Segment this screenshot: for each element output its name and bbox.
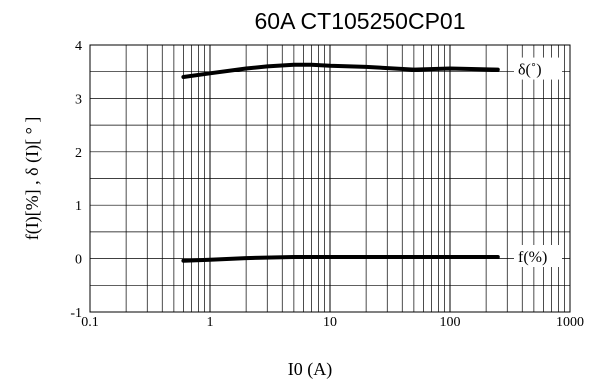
- y-tick-label: 1: [75, 199, 82, 214]
- series-label-background: [514, 244, 562, 267]
- y-tick-label: 4: [75, 39, 82, 54]
- series-labels: δ(˚) f(%): [514, 57, 562, 267]
- series-label: δ(˚): [518, 62, 542, 79]
- grid: [89, 45, 570, 312]
- series-line-0: [181, 62, 500, 79]
- y-tick-label: 3: [75, 92, 82, 107]
- series-label: f(%): [518, 249, 547, 266]
- y-tick-label: -1: [70, 306, 82, 321]
- series-label-background: [514, 57, 562, 80]
- x-tick-label: 0.1: [81, 315, 99, 330]
- x-tick-label: 10: [323, 315, 337, 330]
- plot-frame: [89, 44, 571, 313]
- y-tick-label: 0: [75, 253, 82, 268]
- chart-title: 60A CT105250CP01: [255, 8, 466, 34]
- x-tick-label: 1: [207, 315, 214, 330]
- series-lines: [181, 62, 500, 263]
- tick-labels: -1 0 1 2 3 4 0.1 1 10 100 1000: [70, 39, 584, 330]
- x-tick-label: 100: [440, 315, 461, 330]
- y-tick-label: 2: [75, 146, 82, 161]
- x-tick-label: 1000: [556, 315, 584, 330]
- series-line-1: [181, 255, 500, 263]
- x-axis-label: I0 (A): [288, 359, 332, 380]
- y-axis-label: f(I)[%] , δ (I)[ ° ]: [22, 117, 43, 241]
